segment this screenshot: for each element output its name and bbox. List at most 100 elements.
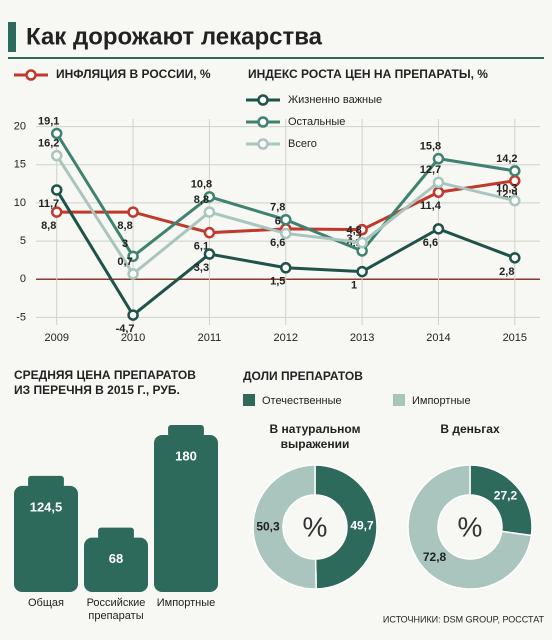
x-tick-label: 2010: [121, 332, 145, 344]
data-label: 6,6: [423, 237, 438, 249]
data-label: 8,8: [41, 220, 56, 232]
point: [203, 191, 216, 203]
bottle-cap: [168, 425, 204, 437]
point: [509, 165, 521, 177]
data-label: 124,5: [30, 499, 63, 514]
data-label: 50,3: [256, 520, 280, 534]
point: [356, 236, 368, 249]
data-label: 10,8: [191, 179, 212, 191]
data-label: 27,2: [494, 488, 518, 502]
y-tick-label: 20: [14, 121, 26, 133]
y-tick-label: 0: [20, 273, 26, 285]
y-tick-label: 10: [14, 197, 26, 209]
x-tick-label: 2012: [274, 332, 298, 344]
legend-marker: [257, 116, 269, 128]
point: [432, 223, 445, 235]
pie-title: В натуральном выражении: [269, 422, 361, 451]
point: [50, 149, 63, 162]
point: [127, 268, 139, 280]
legend-swatch: [393, 394, 405, 406]
legend-label: ИНФЛЯЦИЯ В РОССИИ, %: [56, 67, 211, 81]
data-label: 6,1: [194, 241, 209, 253]
data-label: 12,7: [420, 164, 441, 176]
pie-segment: [314, 464, 378, 590]
data-label: 3: [122, 238, 128, 250]
legend-label: Остальные: [288, 116, 345, 128]
data-label: 3,3: [194, 262, 209, 274]
x-tick-label: Общая: [28, 597, 64, 609]
pie-segment: [469, 464, 533, 537]
data-label: -4,7: [116, 323, 135, 335]
legend-marker: [25, 69, 37, 81]
point: [203, 206, 216, 218]
y-tick-label: -5: [16, 311, 26, 323]
data-label: 14,2: [496, 153, 517, 165]
legend-label: Жизненно важные: [288, 94, 382, 106]
legend-title: ИНДЕКС РОСТА ЦЕН НА ПРЕПАРАТЫ, %: [248, 67, 488, 81]
data-label: 11,7: [38, 198, 59, 210]
point: [203, 248, 216, 260]
point: [509, 252, 521, 264]
point: [127, 206, 139, 218]
x-tick-label: 2013: [350, 332, 374, 344]
data-label: 11,4: [420, 200, 442, 212]
source: ИСТОЧНИКИ: DSM GROUP, РОССТАТ: [383, 614, 545, 624]
bottle-cap: [28, 475, 64, 488]
data-label: 10,3: [496, 183, 517, 195]
data-label: 15,8: [420, 141, 441, 153]
point: [50, 127, 63, 140]
point: [432, 152, 445, 165]
legend-marker: [257, 138, 269, 150]
data-label: 2,8: [499, 266, 514, 278]
point: [509, 194, 521, 207]
data-label: 7,8: [270, 202, 285, 214]
data-label: 68: [109, 551, 123, 566]
point: [50, 184, 63, 196]
data-label: 16,2: [38, 138, 59, 150]
x-tick-label: Импортные: [156, 597, 216, 609]
data-label: 49,7: [350, 519, 374, 533]
data-label: 1: [351, 279, 357, 291]
y-tick-label: 15: [14, 159, 26, 171]
pie-title: В деньгах: [440, 422, 500, 436]
point: [356, 265, 368, 278]
bottle-cap: [98, 527, 134, 540]
x-tick-label: 2015: [503, 332, 527, 344]
data-label: 180: [175, 448, 197, 463]
pie-segment: [252, 464, 317, 590]
legend-label: Импортные: [412, 395, 471, 407]
title-accent: [8, 22, 16, 52]
x-tick-label: Российские препараты: [86, 597, 146, 622]
x-tick-label: 2009: [44, 332, 68, 344]
point: [280, 213, 292, 226]
chart-title: ДОЛИ ПРЕПАРАТОВ: [243, 369, 363, 383]
point: [280, 262, 292, 274]
data-label: 6: [275, 215, 281, 227]
y-tick-label: 5: [20, 235, 26, 247]
center-label: %: [303, 511, 328, 542]
bar: [14, 485, 78, 592]
legend-label: Всего: [288, 138, 317, 150]
data-label: 8,8: [117, 220, 132, 232]
center-label: %: [458, 511, 483, 542]
point: [432, 186, 445, 198]
x-tick-label: 2011: [198, 332, 222, 344]
data-label: 19,1: [38, 115, 59, 127]
data-label: 6,6: [270, 237, 285, 249]
legend-swatch: [243, 394, 255, 406]
point: [127, 250, 139, 263]
data-label: 1,5: [270, 276, 285, 288]
data-label: 0,7: [117, 256, 132, 268]
point: [356, 223, 368, 236]
data-label: 4,8: [346, 225, 361, 237]
chart-title: СРЕДНЯЯ ЦЕНА ПРЕПАРАТОВ ИЗ ПЕРЕЧНЯ В 201…: [14, 368, 196, 397]
data-label: 8,8: [194, 194, 209, 206]
data-label: 72,8: [423, 550, 447, 564]
point: [203, 226, 216, 239]
legend-label: Отечественные: [262, 395, 342, 407]
point: [432, 176, 445, 189]
pie-segment: [407, 464, 533, 590]
legend-marker: [257, 94, 269, 106]
